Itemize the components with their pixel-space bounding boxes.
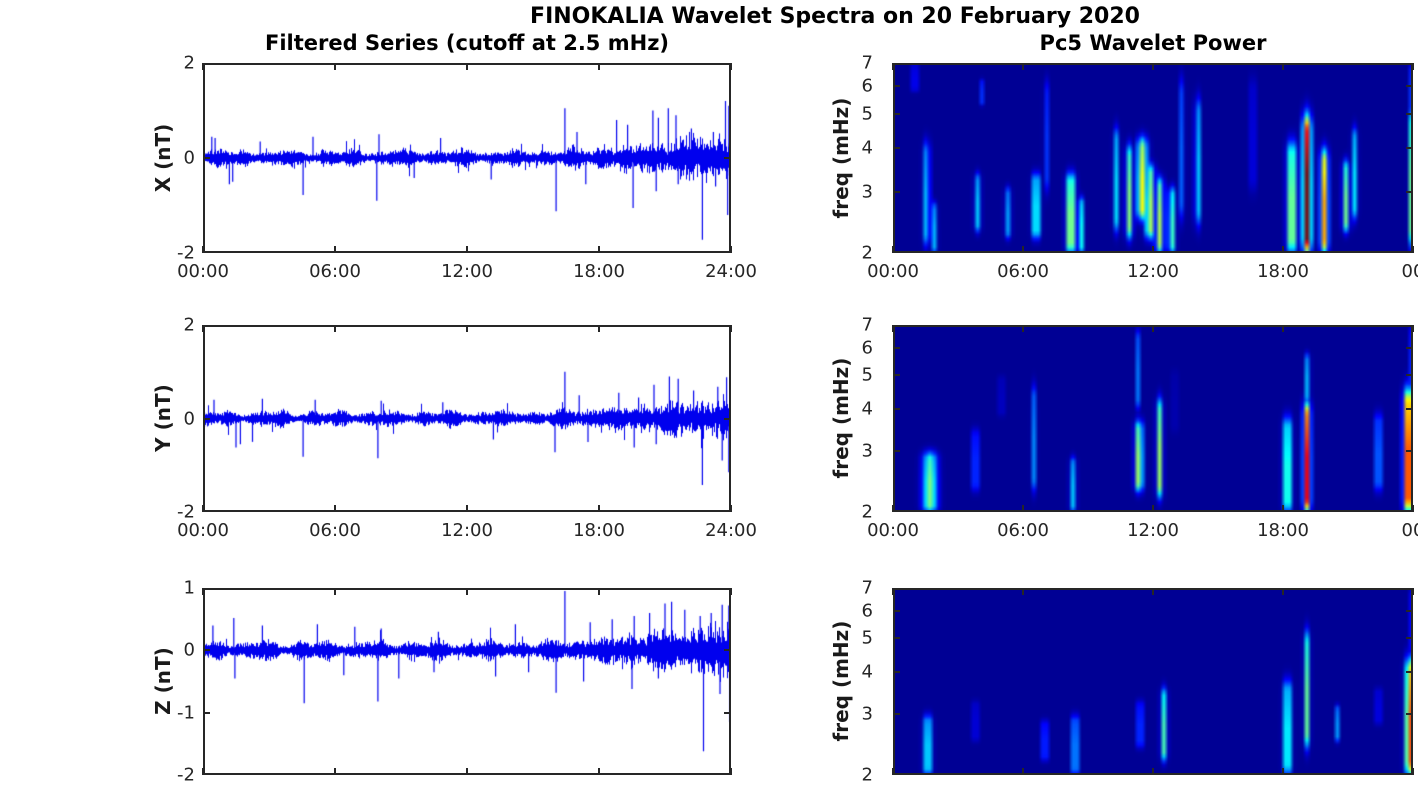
z-wavelet-spectrogram	[892, 588, 1414, 775]
x-tick-label: 00:00	[867, 520, 919, 541]
y-tick-label: 0	[183, 639, 195, 661]
y-tick-label: 2	[861, 501, 873, 523]
y-tick-label: 4	[861, 137, 873, 159]
x-series-plot	[202, 63, 732, 253]
x-tick-label: 18:00	[1257, 520, 1309, 541]
x-tick-label: 06:00	[309, 520, 361, 541]
z-series-canvas	[203, 588, 731, 775]
y-tick-label: 3	[861, 703, 873, 725]
y-tick-label: -1	[177, 702, 195, 724]
y-tick-label: 5	[861, 103, 873, 125]
y-tick-label: 5	[861, 627, 873, 649]
x-tick-label: 00:00	[177, 261, 229, 282]
y-tick-label: 6	[861, 337, 873, 359]
x-tick-label: 12:00	[1127, 520, 1179, 541]
y-series-plot	[202, 325, 732, 512]
y-tick-label: 2	[861, 764, 873, 786]
x-tick-label: 00:00	[867, 261, 919, 282]
x-tick-label: 12:00	[441, 261, 493, 282]
y-tick-label: 7	[861, 577, 873, 599]
x-tick-label: 06:00	[309, 261, 361, 282]
x-tick-label: 18:00	[573, 261, 625, 282]
x-tick-label: 00	[1401, 261, 1418, 282]
z-series-plot	[202, 588, 732, 775]
y-series-canvas	[203, 325, 731, 512]
y-tick-label: 5	[861, 364, 873, 386]
y-tick-label: 2	[183, 52, 195, 74]
x-wavelet-spectrogram	[892, 63, 1414, 253]
y-tick-label: 0	[183, 147, 195, 169]
y-tick-label: -2	[177, 242, 195, 264]
z-axis-ylabel: Z (nT)	[151, 647, 175, 715]
figure-title: FINOKALIA Wavelet Spectra on 20 February…	[530, 4, 1140, 29]
y-tick-label: 4	[861, 661, 873, 683]
series-panel-title: Filtered Series (cutoff at 2.5 mHz)	[264, 31, 670, 55]
y-wavelet-canvas	[893, 325, 1413, 512]
z-wavelet-canvas	[893, 588, 1413, 775]
y-tick-label: 4	[861, 398, 873, 420]
x-tick-label: 06:00	[997, 520, 1049, 541]
y-tick-label: 6	[861, 600, 873, 622]
x-tick-label: 06:00	[997, 261, 1049, 282]
y-tick-label: -2	[177, 501, 195, 523]
x-tick-label: 12:00	[441, 520, 493, 541]
y-tick-label: 7	[861, 52, 873, 74]
x-wavelet-canvas	[893, 63, 1413, 253]
y-tick-label: 2	[861, 242, 873, 264]
y-tick-label: 1	[183, 577, 195, 599]
y-tick-label: 3	[861, 181, 873, 202]
y-tick-label: 0	[183, 408, 195, 429]
y-tick-label: 3	[861, 440, 873, 462]
wavelet-panel-title: Pc5 Wavelet Power	[1039, 31, 1267, 55]
y-tick-label: 6	[861, 75, 873, 97]
y-tick-label: 7	[861, 314, 873, 336]
y-tick-label: 2	[183, 314, 195, 336]
x-tick-label: 12:00	[1127, 261, 1179, 282]
x-tick-label: 24:00	[705, 261, 757, 282]
x-tick-label: 18:00	[1257, 261, 1309, 282]
y-tick-label: -2	[177, 764, 195, 786]
x-series-canvas	[203, 63, 731, 253]
x-tick-label: 18:00	[573, 520, 625, 541]
x-tick-label: 24:00	[705, 520, 757, 541]
y-wavelet-spectrogram	[892, 325, 1414, 512]
x-tick-label: 00:00	[177, 520, 229, 541]
x-tick-label: 00	[1401, 520, 1418, 541]
